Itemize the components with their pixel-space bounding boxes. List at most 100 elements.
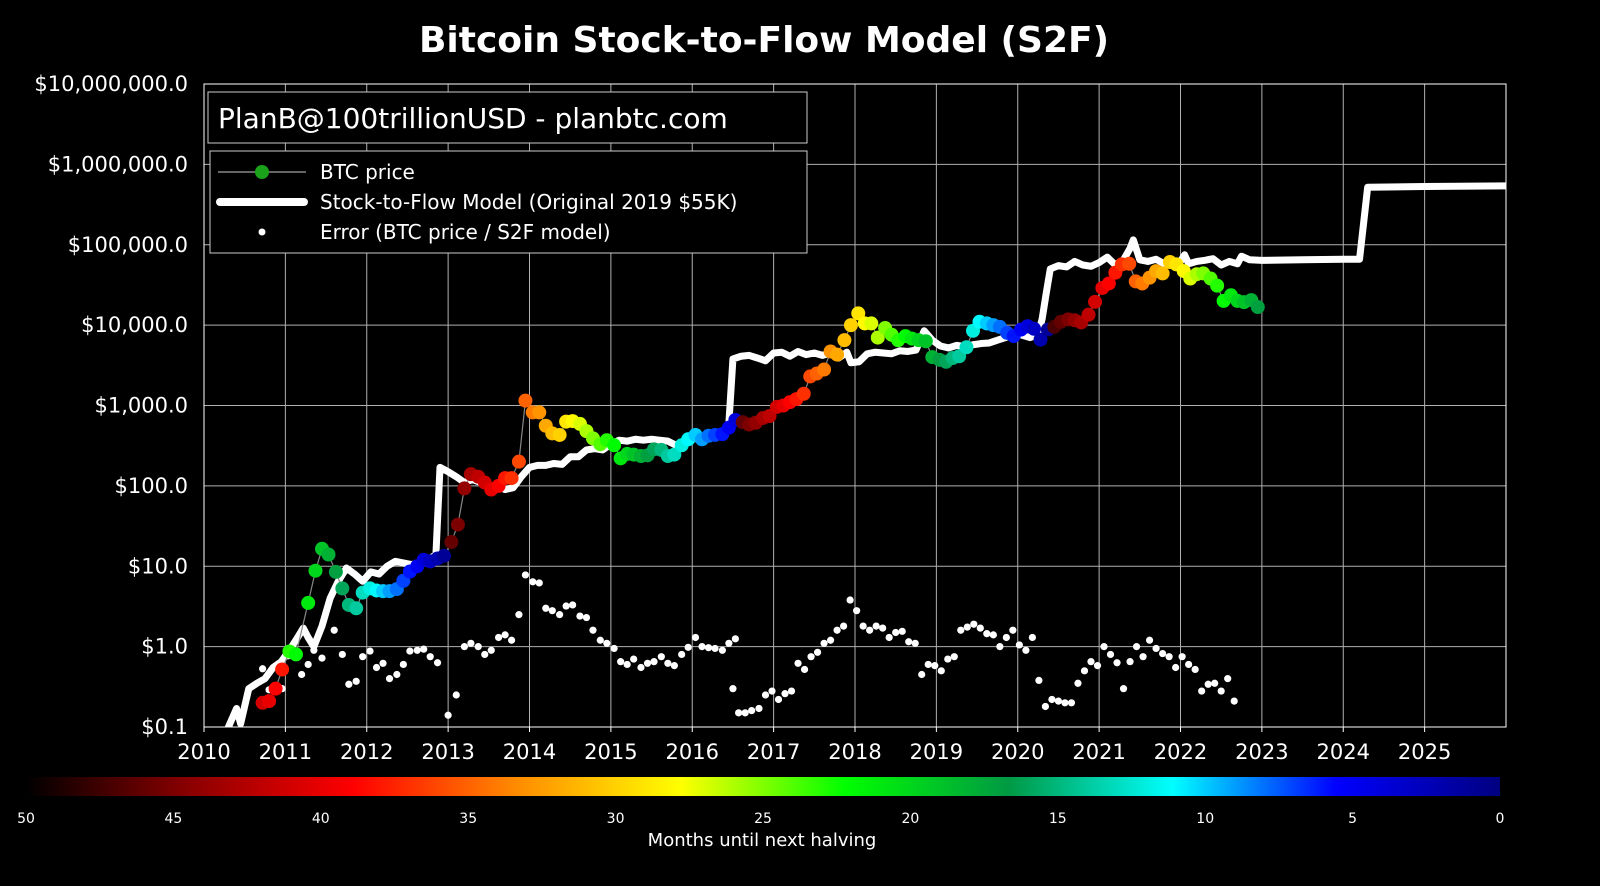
- error-point: [918, 670, 926, 679]
- btc-price-point: [796, 386, 811, 401]
- error-point: [643, 659, 652, 667]
- error-point: [684, 643, 692, 651]
- error-point: [1178, 653, 1186, 661]
- btc-price-point: [870, 330, 885, 345]
- error-point: [1185, 660, 1193, 669]
- error-point: [996, 643, 1004, 651]
- error-point: [794, 659, 802, 667]
- error-point: [691, 633, 700, 642]
- error-point: [610, 644, 618, 653]
- error-point: [399, 660, 407, 669]
- error-point: [474, 643, 482, 651]
- error-point: [1217, 687, 1225, 695]
- error-point: [670, 662, 678, 670]
- error-point: [345, 680, 353, 688]
- error-point: [507, 636, 516, 644]
- error-point: [535, 579, 543, 587]
- btc-price-point: [444, 535, 459, 550]
- error-point: [1022, 646, 1030, 654]
- error-point: [944, 655, 952, 663]
- y-tick-label: $100.0: [115, 474, 188, 498]
- btc-price-point: [959, 340, 974, 355]
- error-point: [725, 639, 733, 647]
- error-point: [731, 635, 739, 643]
- error-point: [1172, 663, 1180, 672]
- error-point: [372, 663, 381, 672]
- error-point: [787, 687, 796, 695]
- btc-price-point: [1088, 294, 1103, 309]
- error-point: [1035, 676, 1043, 684]
- btc-price-point: [607, 438, 622, 453]
- y-tick-label: $10,000.0: [81, 313, 188, 337]
- error-point: [562, 602, 570, 610]
- error-point: [1093, 662, 1102, 670]
- error-point: [1132, 643, 1141, 651]
- error-point: [501, 631, 509, 639]
- btc-price-point: [328, 564, 343, 579]
- x-tick-label: 2010: [177, 740, 230, 764]
- error-point: [748, 706, 756, 715]
- legend-item-error: Error (BTC price / S2F model): [258, 220, 611, 244]
- colorbar-tick-label: 10: [1196, 811, 1214, 827]
- error-point: [970, 620, 978, 628]
- colorbar-tick-label: 40: [312, 811, 330, 827]
- error-point: [617, 658, 625, 666]
- error-point: [379, 659, 387, 667]
- error-point: [781, 690, 789, 698]
- error-point: [1152, 644, 1160, 653]
- error-point: [1067, 699, 1076, 707]
- btc-price-point: [275, 662, 290, 677]
- error-point: [963, 623, 971, 631]
- error-point: [664, 659, 672, 667]
- btc-price-point: [437, 548, 452, 563]
- legend-label-error: Error (BTC price / S2F model): [320, 220, 611, 244]
- error-point: [698, 643, 706, 651]
- error-point: [846, 596, 854, 604]
- legend-item-s2f-model: Stock-to-Flow Model (Original 2019 $55K): [216, 190, 737, 214]
- error-point: [467, 639, 475, 647]
- error-point: [820, 639, 828, 647]
- btc-price-series: [255, 255, 1265, 710]
- error-point: [426, 653, 434, 661]
- btc-price-point: [450, 517, 465, 532]
- y-tick-label: $1,000,000.0: [48, 152, 188, 176]
- btc-price-point: [1122, 256, 1137, 271]
- btc-price-point: [837, 333, 852, 348]
- error-point: [1041, 702, 1050, 711]
- error-point: [1119, 685, 1128, 693]
- colorbar-label: Months until next halving: [648, 830, 877, 851]
- colorbar-tick-label: 35: [459, 811, 477, 827]
- btc-price-point: [1101, 276, 1116, 291]
- error-point: [1048, 695, 1056, 704]
- colorbar-tick-label: 45: [164, 811, 182, 827]
- axes: $0.1 $1.0 $10.0 $100.0 $1,000.0 $10,000.0 $100…: [34, 72, 1451, 764]
- error-point: [330, 626, 338, 634]
- x-tick-label: 2023: [1235, 740, 1288, 764]
- error-point: [569, 601, 577, 609]
- btc-price-point: [321, 547, 336, 562]
- error-point: [487, 646, 495, 654]
- btc-price-point: [817, 362, 832, 377]
- error-point: [741, 709, 749, 717]
- btc-price-point: [308, 563, 323, 578]
- colorbar: 50 45 40 35 30 25 20 15 10 5 0 Months until next h…: [17, 777, 1504, 851]
- error-point: [359, 653, 367, 661]
- error-point: [433, 659, 442, 667]
- error-point: [494, 633, 503, 642]
- x-tick-label: 2018: [828, 740, 881, 764]
- error-point: [1074, 679, 1082, 687]
- error-point: [924, 660, 932, 669]
- error-point: [1211, 679, 1219, 687]
- error-point: [905, 638, 913, 646]
- error-point: [711, 644, 719, 653]
- y-tick-label: $1,000.0: [94, 394, 188, 418]
- colorbar-tick-label: 20: [901, 811, 919, 827]
- error-point: [859, 622, 867, 630]
- x-tick-label: 2019: [910, 740, 963, 764]
- legend-error-marker: [258, 228, 266, 236]
- error-point: [1015, 641, 1023, 649]
- btc-price-point: [457, 481, 472, 496]
- error-point: [596, 636, 604, 644]
- error-point: [1106, 650, 1115, 659]
